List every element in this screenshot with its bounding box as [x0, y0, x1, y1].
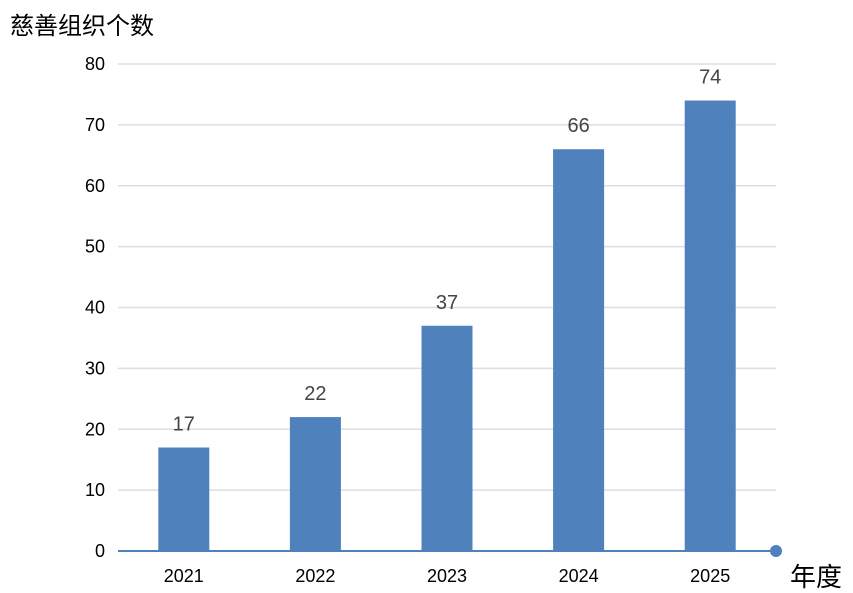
x-tick-label: 2023: [427, 566, 467, 586]
y-tick-label: 30: [85, 358, 105, 378]
bar: [421, 325, 473, 551]
x-tick-label: 2021: [164, 566, 204, 586]
y-tick-label: 50: [85, 237, 105, 257]
x-tick-label: 2025: [690, 566, 730, 586]
y-axis-ticks: 0 10 20 30 40 50 60 70 80: [85, 54, 105, 561]
data-label: 74: [699, 67, 721, 89]
y-tick-label: 10: [85, 480, 105, 500]
data-label: 37: [436, 292, 458, 314]
x-tick-label: 2024: [559, 566, 599, 586]
data-label: 17: [173, 414, 195, 436]
y-tick-label: 80: [85, 54, 105, 74]
x-tick-label: 2022: [295, 566, 335, 586]
y-axis-title: 慈善组织个数: [10, 12, 154, 40]
data-label: 66: [567, 115, 589, 137]
y-tick-label: 0: [95, 541, 105, 561]
y-tick-label: 60: [85, 176, 105, 196]
y-tick-label: 70: [85, 115, 105, 135]
data-labels: 17 22 37 66 74: [173, 67, 722, 436]
y-tick-label: 40: [85, 298, 105, 318]
x-axis-end-marker: [770, 545, 782, 557]
bar: [553, 149, 605, 551]
x-axis-title: 年度: [790, 563, 842, 593]
data-label: 22: [304, 383, 326, 405]
bar: [158, 447, 210, 551]
bar: [684, 100, 736, 552]
y-tick-label: 20: [85, 419, 105, 439]
bar: [289, 417, 341, 551]
bars: [158, 100, 736, 552]
x-axis-ticks: 2021 2022 2023 2024 2025: [164, 566, 730, 586]
